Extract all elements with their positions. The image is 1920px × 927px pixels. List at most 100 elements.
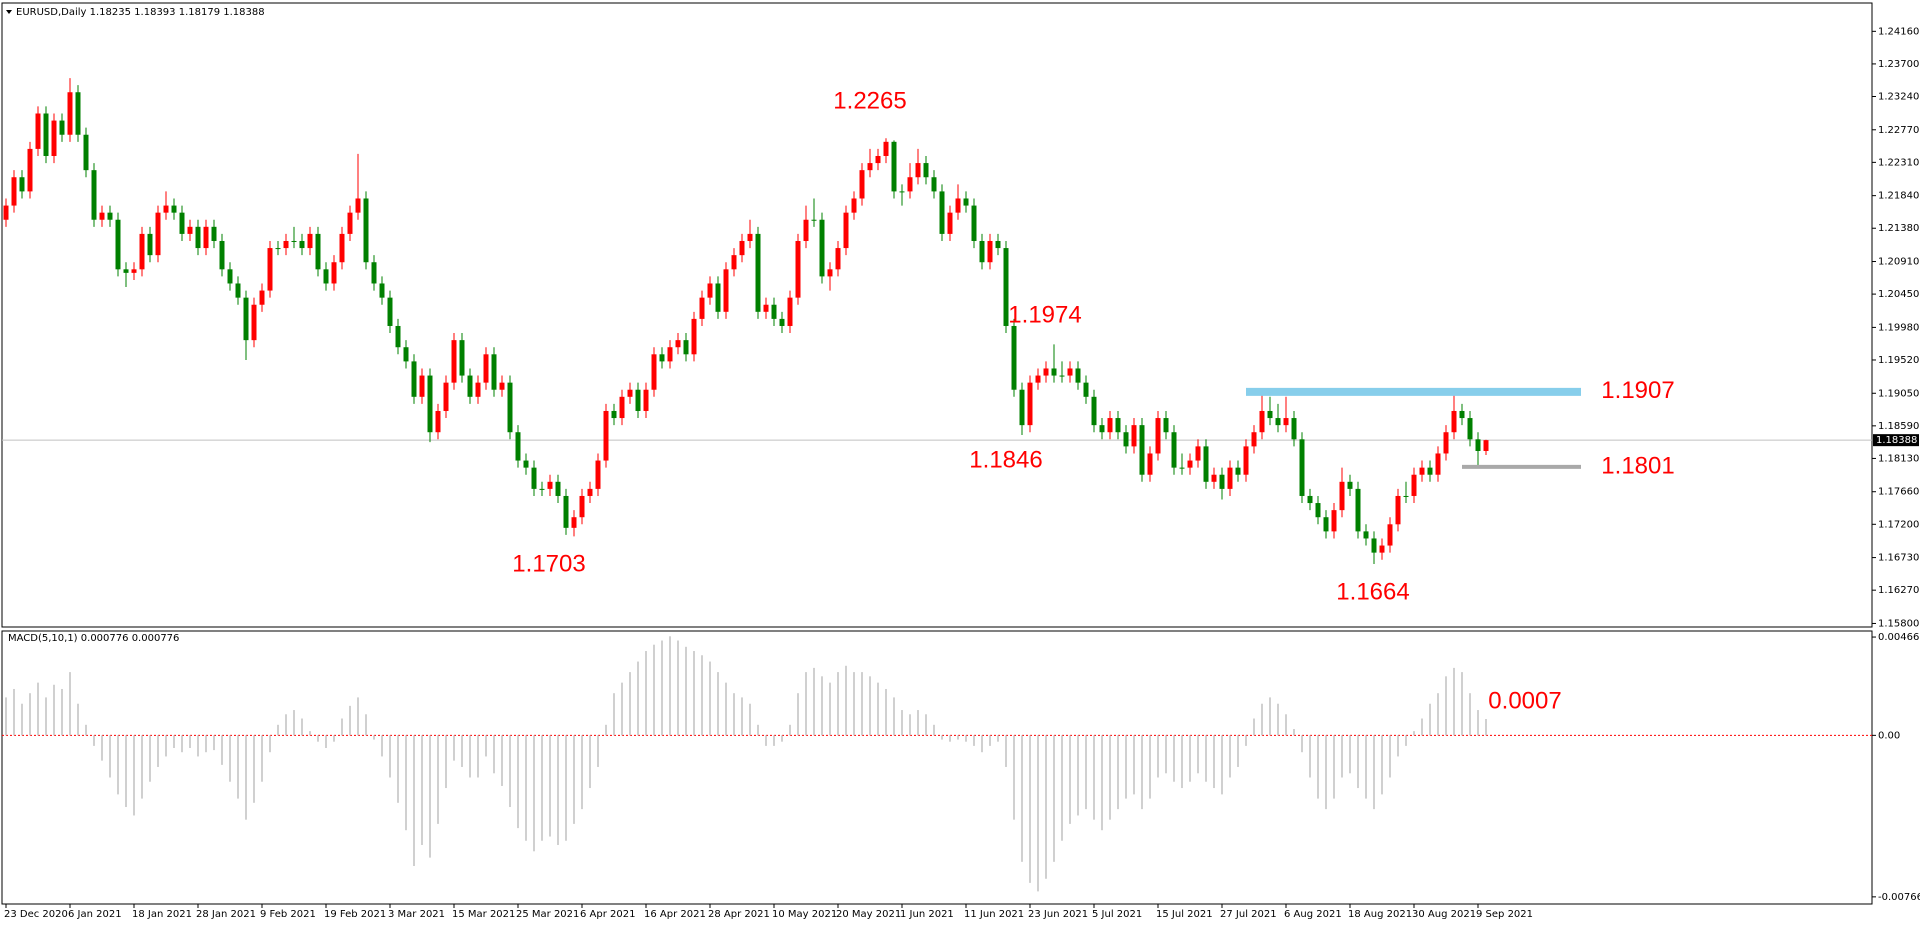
candle-body (643, 389, 649, 411)
signal-value: 0.000776 (132, 633, 180, 644)
level-label: 1.1801 (1601, 452, 1674, 479)
candle-body (915, 163, 921, 178)
candle-body (811, 219, 817, 221)
macd-value: 0.000776 (81, 633, 129, 644)
y-tick-label: 1.16270 (1878, 585, 1919, 596)
candle-body (91, 170, 97, 220)
candle-body (1059, 375, 1065, 377)
candle-body (195, 226, 201, 249)
candle-body (571, 517, 577, 528)
y-tick-label: -0.007661 (1878, 892, 1920, 903)
candle-body (595, 460, 601, 489)
last-open: 1.18235 (90, 7, 131, 18)
candle-body (675, 340, 681, 348)
candle-body (955, 198, 961, 213)
candle-body (1251, 432, 1257, 447)
last-high: 1.18393 (134, 7, 175, 18)
candle-body (459, 340, 465, 376)
candle-body (411, 361, 417, 397)
candle-body (579, 495, 585, 518)
last-close: 1.18388 (223, 7, 264, 18)
candle-body (59, 120, 65, 135)
candle-body (803, 219, 809, 241)
candle-body (755, 233, 761, 312)
candle-body (787, 297, 793, 326)
x-tick-label: 16 Apr 2021 (644, 909, 706, 920)
candle-body (315, 233, 321, 270)
y-tick-label: 1.22310 (1878, 157, 1919, 168)
candle-body (403, 347, 409, 362)
candle-body (1387, 524, 1393, 546)
candle-body (347, 212, 353, 234)
candle-body (635, 389, 641, 411)
candle-body (515, 432, 521, 461)
candle-body (763, 304, 769, 312)
x-tick-label: 1 Jun 2021 (900, 909, 954, 920)
candle-body (1275, 418, 1281, 426)
level-label: 1.1907 (1601, 377, 1674, 404)
candle-body (147, 233, 153, 256)
candle-body (19, 177, 25, 192)
candle-body (299, 240, 305, 249)
candle-body (387, 297, 393, 326)
y-tick-label: 1.18590 (1878, 421, 1919, 432)
candle-body (139, 233, 145, 270)
menu-arrow (6, 10, 12, 14)
candle-body (739, 240, 745, 256)
candle-body (723, 269, 729, 312)
candle-body (851, 198, 857, 213)
candle-body (619, 396, 625, 419)
candle-body (555, 481, 561, 496)
candle-body (707, 283, 713, 298)
candle-body (3, 205, 9, 220)
x-tick-label: 10 May 2021 (772, 909, 837, 920)
candle-body (987, 240, 993, 263)
candle-body (795, 240, 801, 298)
candle-body (1019, 389, 1025, 426)
y-tick-label: 1.17660 (1878, 487, 1919, 498)
candle-body (843, 212, 849, 249)
x-tick-label: 9 Feb 2021 (260, 909, 316, 920)
symbol: EURUSD,Daily (16, 7, 87, 18)
x-tick-label: 5 Jul 2021 (1092, 909, 1142, 920)
candle-body (835, 248, 841, 270)
candle-body (667, 347, 673, 362)
annotation: 0.0007 (1488, 687, 1561, 714)
candle-body (395, 325, 401, 348)
candle-body (939, 191, 945, 234)
y-tick-label: 1.15800 (1878, 618, 1919, 629)
candle-body (1091, 396, 1097, 426)
candle-body (283, 240, 289, 249)
candle-body (339, 233, 345, 263)
candle-body (235, 283, 241, 298)
candle-body (747, 233, 753, 241)
candle-body (539, 488, 545, 490)
candle-body (163, 205, 169, 213)
x-tick-label: 30 Aug 2021 (1412, 909, 1476, 920)
candle-body (1323, 517, 1329, 532)
candle-body (1075, 368, 1081, 383)
y-tick-label: 1.16730 (1878, 553, 1919, 564)
candle-body (27, 148, 33, 192)
candle-body (699, 297, 705, 319)
candle-body (659, 354, 665, 362)
candle-body (99, 212, 105, 220)
x-tick-label: 20 May 2021 (836, 909, 901, 920)
candle-body (171, 205, 177, 213)
candle-body (155, 212, 161, 256)
candle-body (691, 318, 697, 355)
x-tick-label: 23 Jun 2021 (1028, 909, 1088, 920)
candle-body (1451, 410, 1457, 433)
candle-body (1411, 474, 1417, 496)
candle-body (1227, 467, 1233, 489)
x-tick-label: 11 Jun 2021 (964, 909, 1024, 920)
candle-body (587, 488, 593, 496)
candle-body (227, 269, 233, 284)
annotation: 1.1974 (1008, 301, 1081, 328)
candle-body (875, 155, 881, 164)
candle-body (363, 198, 369, 263)
candle-body (1475, 439, 1481, 451)
annotation: 1.1664 (1336, 578, 1409, 605)
candle-body (1219, 474, 1225, 489)
candle-body (523, 460, 529, 468)
